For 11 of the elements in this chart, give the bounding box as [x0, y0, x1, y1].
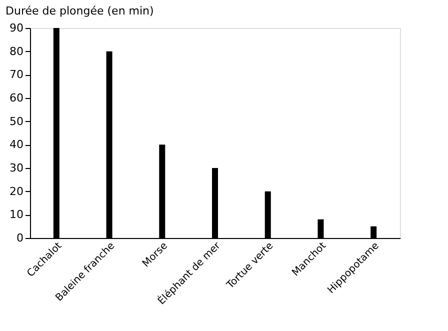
- y-tick-label: 30: [10, 162, 24, 174]
- y-tick-label: 60: [10, 92, 24, 104]
- y-tick-label: 40: [10, 138, 24, 152]
- y-tick-label: 90: [10, 22, 24, 34]
- y-tick-label: 20: [10, 184, 24, 198]
- y-tick-label: 10: [10, 208, 24, 222]
- y-tick-label: 80: [10, 44, 24, 58]
- y-tick-label: 70: [10, 68, 24, 82]
- y-axis-title: Durée de plongée (en min): [6, 4, 154, 18]
- y-tick-label: 0: [16, 232, 24, 244]
- y-tick-label: 50: [10, 114, 24, 128]
